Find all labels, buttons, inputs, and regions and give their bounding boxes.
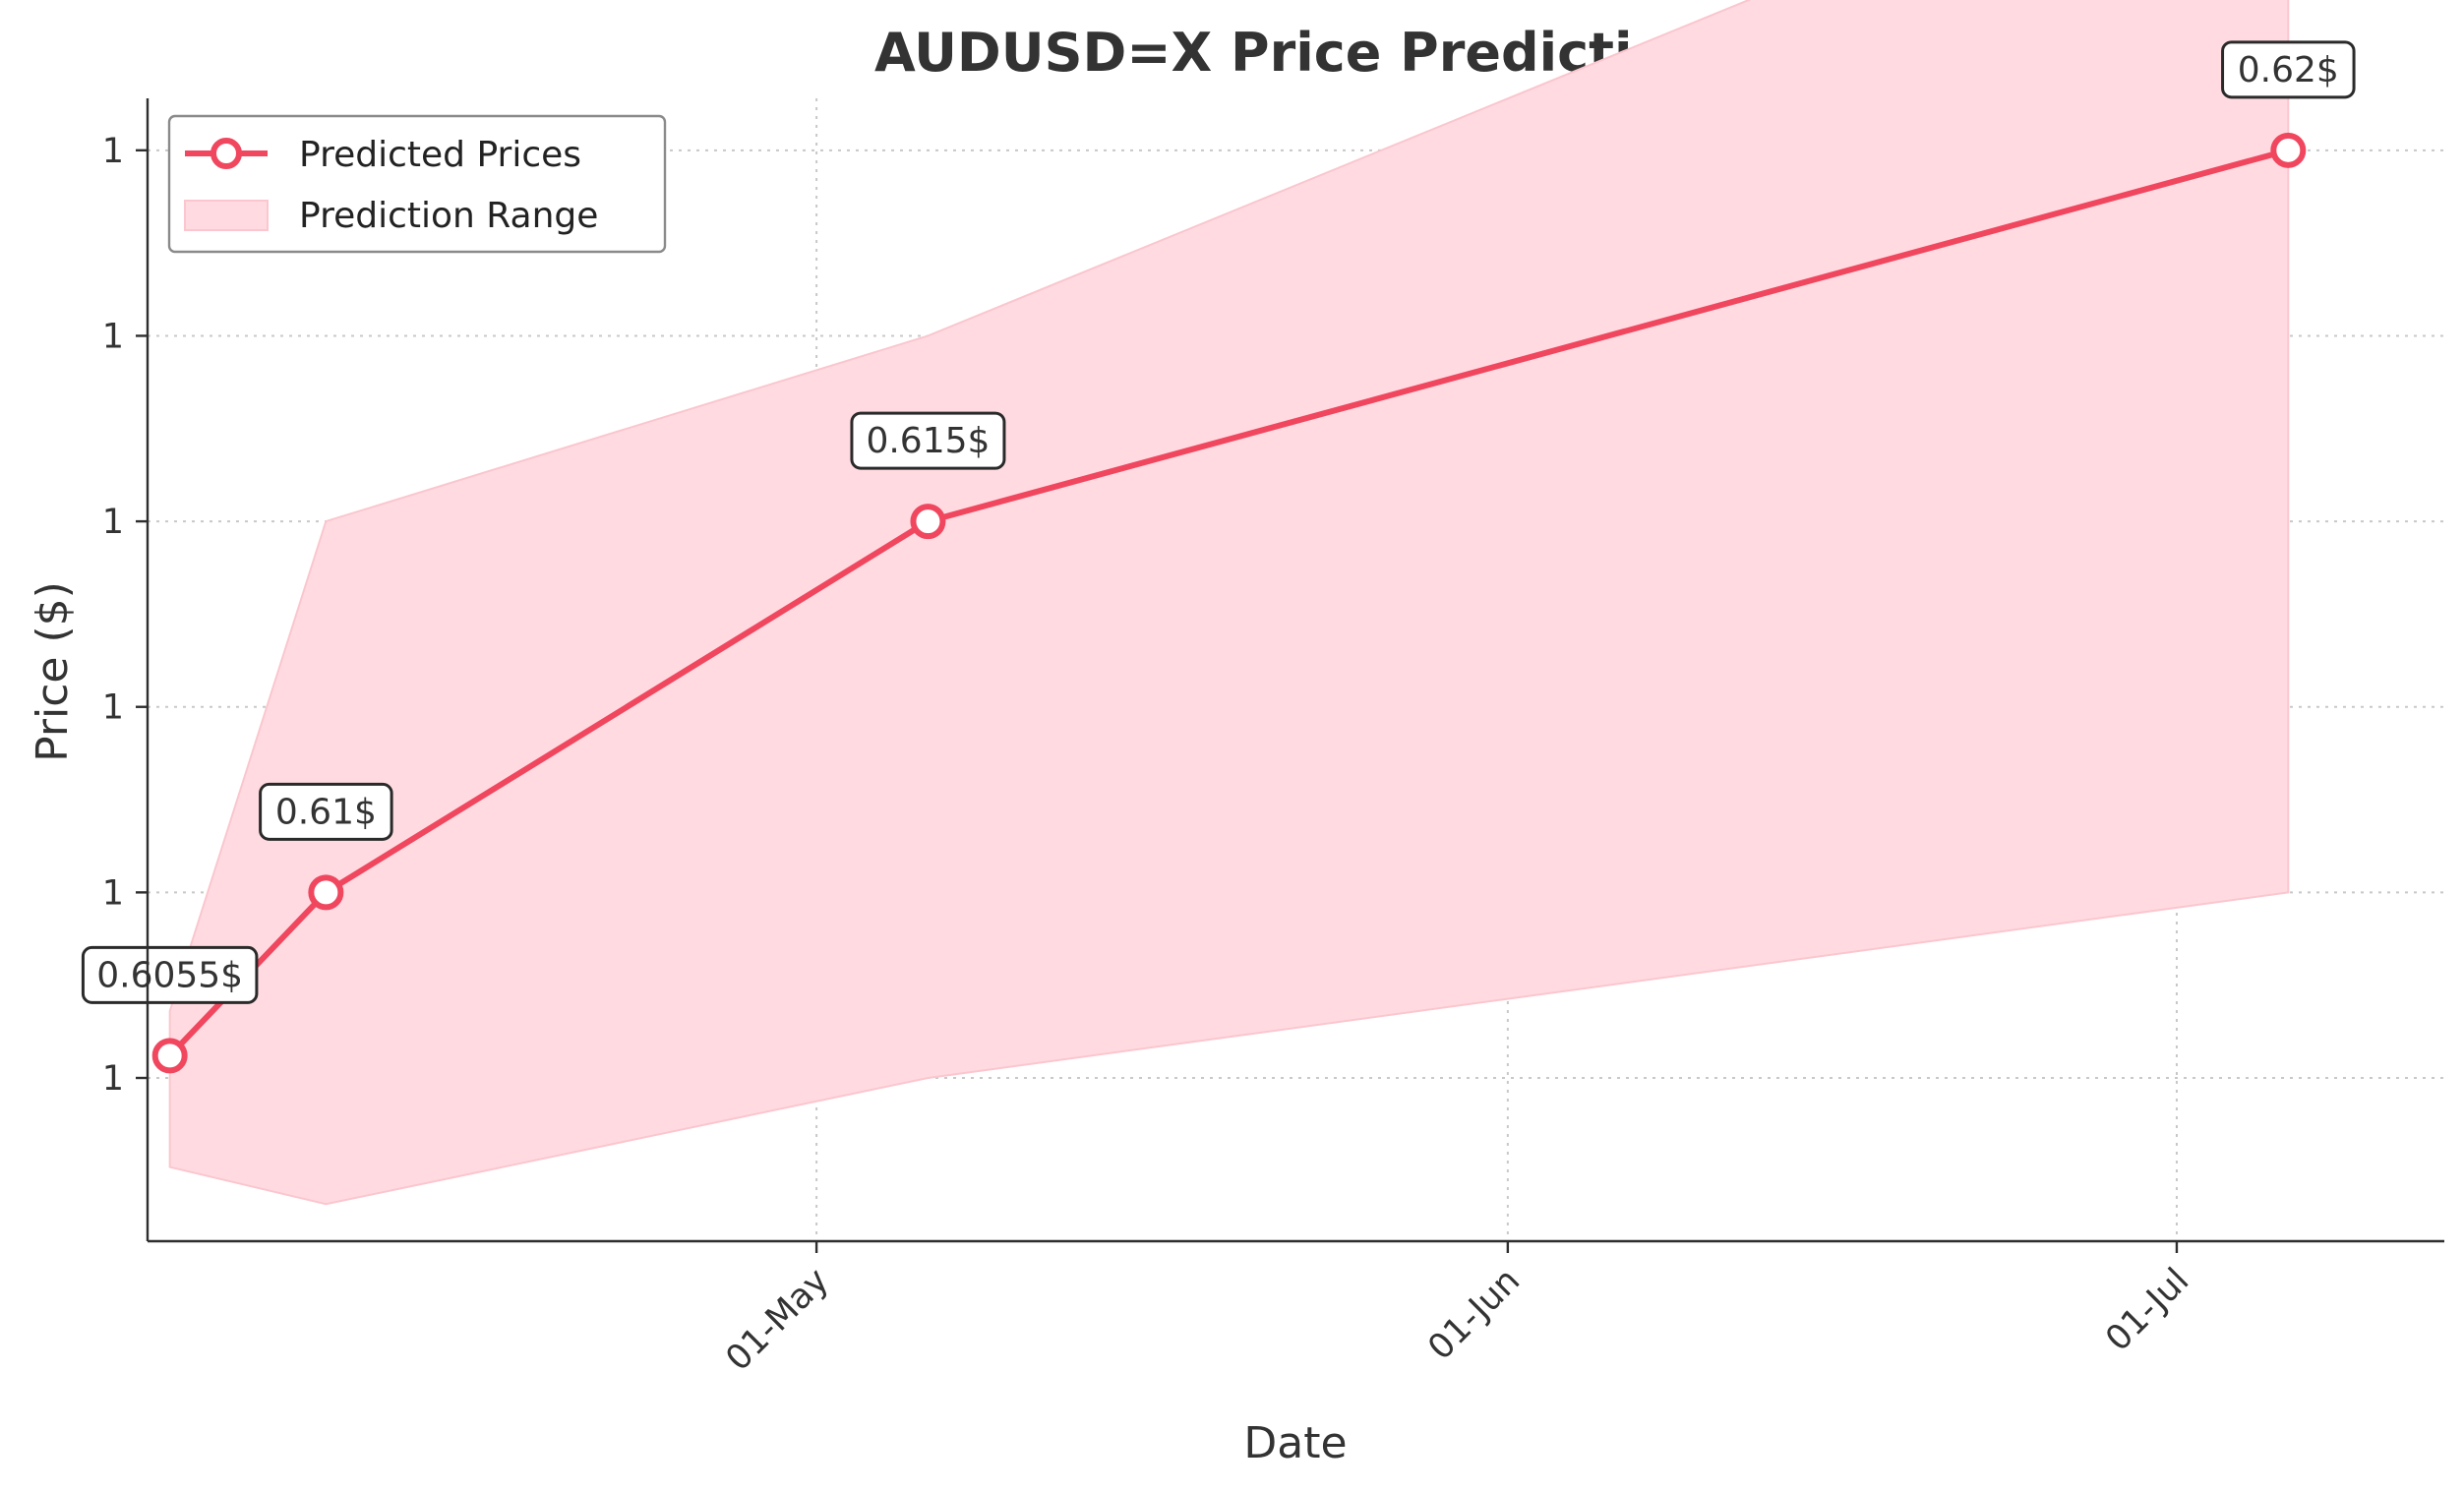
band-layer xyxy=(168,0,2290,1206)
point-label-box xyxy=(259,782,393,841)
annotation-layer: 0.6055$ 0.61$ 0.615$ 0.62$ xyxy=(81,40,2356,1004)
predicted-price-point xyxy=(2270,132,2307,168)
legend-box xyxy=(167,114,667,254)
point-label: 0.61$ xyxy=(275,792,377,832)
y-tick-label: 1 xyxy=(102,873,124,913)
x-axis-title: Date xyxy=(1243,1418,1347,1468)
predicted-price-point xyxy=(910,504,946,540)
legend-label-range: Prediction Range xyxy=(299,196,598,236)
point-label: 0.6055$ xyxy=(96,955,243,995)
legend-label-predicted: Predicted Prices xyxy=(299,135,581,175)
predicted-price-point xyxy=(151,1038,188,1074)
point-label-box xyxy=(850,411,1006,470)
point-label: 0.62$ xyxy=(2238,50,2339,90)
y-tick-label: 1 xyxy=(102,132,124,171)
y-tick-label: 1 xyxy=(102,1059,124,1099)
point-label-box xyxy=(81,945,259,1004)
legend-band-swatch xyxy=(184,200,269,231)
prediction-range-band xyxy=(168,0,2290,1206)
legend: Predicted Prices Prediction Range xyxy=(167,114,667,254)
predicted-price-point xyxy=(308,874,344,911)
y-tick-label: 1 xyxy=(102,317,124,356)
legend-marker-swatch xyxy=(210,138,242,169)
y-tick-label: 1 xyxy=(102,688,124,728)
point-label: 0.615$ xyxy=(866,421,990,461)
y-axis-title: Price ($) xyxy=(28,581,78,762)
y-tick-label: 1 xyxy=(102,503,124,542)
point-label-box xyxy=(2221,40,2356,99)
